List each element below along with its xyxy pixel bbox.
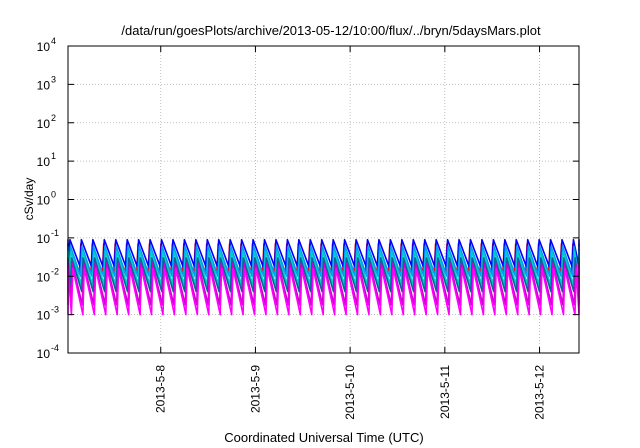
series-line xyxy=(67,245,580,278)
x-tick-label: 2013-5-11 xyxy=(438,365,452,419)
x-tick-label: 2013-5-12 xyxy=(533,365,547,420)
x-axis-label: Coordinated Universal Time (UTC) xyxy=(224,430,423,445)
series-line xyxy=(67,262,580,306)
chart-title: /data/run/goesPlots/archive/2013-05-12/1… xyxy=(121,23,541,38)
series-line xyxy=(67,238,580,268)
y-axis-label: cSv/day xyxy=(22,178,36,221)
y-tick-label: 10 xyxy=(37,232,51,246)
series-line xyxy=(67,267,580,316)
series-lines xyxy=(67,238,580,316)
y-tick-exponent: -2 xyxy=(51,266,59,276)
y-tick-exponent: -3 xyxy=(51,305,59,315)
y-tick-exponent: 3 xyxy=(51,74,56,84)
series-line xyxy=(67,257,580,293)
x-tick-label: 2013-5-8 xyxy=(154,365,168,413)
y-tick-exponent: -1 xyxy=(51,228,59,238)
series-line xyxy=(67,250,580,286)
y-tick-label: 10 xyxy=(37,347,51,361)
y-tick-exponent: 1 xyxy=(51,151,56,161)
x-tick-label: 2013-5-9 xyxy=(248,365,262,413)
x-tick-label: 2013-5-10 xyxy=(343,365,357,420)
x-axis-ticks: 2013-5-8 2013-5-9 2013-5-10 2013-5-11 2013-5… xyxy=(154,46,547,420)
y-tick-exponent: 2 xyxy=(51,113,56,123)
y-tick-label: 10 xyxy=(37,270,51,284)
y-tick-label: 10 xyxy=(37,40,51,54)
y-tick-exponent: 0 xyxy=(51,190,56,200)
y-tick-label: 10 xyxy=(37,194,51,208)
y-tick-label: 10 xyxy=(37,117,51,131)
y-tick-exponent: 4 xyxy=(51,36,56,46)
y-tick-exponent: -4 xyxy=(51,343,59,353)
y-tick-label: 10 xyxy=(37,155,51,169)
y-tick-label: 10 xyxy=(37,309,51,323)
y-tick-label: 10 xyxy=(37,78,51,92)
